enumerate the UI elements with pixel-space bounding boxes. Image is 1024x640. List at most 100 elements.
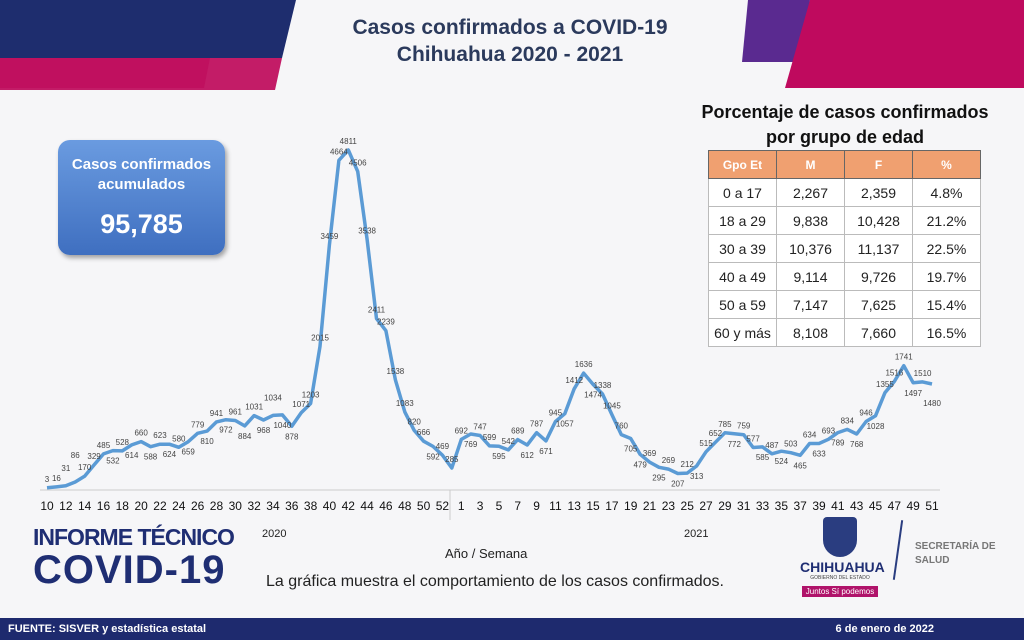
data-label: 946 [859, 409, 873, 418]
x-tick-label: 31 [737, 499, 751, 513]
x-tick-label: 17 [605, 499, 619, 513]
data-label: 759 [737, 422, 751, 431]
data-label: 599 [483, 433, 497, 442]
data-label: 532 [106, 457, 120, 466]
x-tick-label: 1 [458, 499, 465, 513]
x-tick-label: 32 [247, 499, 261, 513]
data-label: 884 [238, 432, 252, 441]
data-label: 580 [172, 434, 186, 443]
table-cell: 11,137 [844, 234, 913, 263]
title-line1: Casos confirmados a COVID-19 [352, 16, 668, 39]
data-label: 524 [775, 457, 789, 466]
x-tick-label: 5 [496, 499, 503, 513]
x-tick-label: 15 [586, 499, 600, 513]
table-cell: 7,660 [844, 318, 913, 347]
x-tick-label: 9 [533, 499, 540, 513]
data-label: 659 [182, 448, 196, 457]
x-tick-label: 14 [78, 499, 92, 513]
data-label: 789 [831, 439, 845, 448]
data-label: 834 [841, 416, 855, 425]
x-tick-label: 39 [812, 499, 826, 513]
report-date: 6 de enero de 2022 [835, 623, 934, 635]
x-tick-label: 45 [869, 499, 883, 513]
data-label: 1474 [584, 390, 602, 399]
data-label: 961 [229, 407, 243, 416]
series-line [46, 148, 933, 490]
divider [892, 520, 904, 580]
data-label: 212 [681, 460, 695, 469]
x-tick-label: 29 [718, 499, 732, 513]
shield-icon [823, 517, 857, 557]
data-label: 515 [699, 439, 713, 448]
data-label: 1028 [867, 422, 885, 431]
x-tick-label: 22 [153, 499, 167, 513]
data-label: 633 [812, 450, 826, 459]
gov-sub: GOBIERNO DEL ESTADO [810, 575, 870, 581]
table-row: 30 a 39 10,376 11,137 22.5% [708, 234, 981, 263]
data-label: 1203 [302, 390, 320, 399]
brand-line2: COVID-19 [33, 548, 226, 592]
data-label: 1516 [885, 368, 903, 377]
x-tick-label: 38 [304, 499, 318, 513]
data-label: 4811 [340, 137, 358, 146]
data-label: 528 [116, 438, 130, 447]
table-cell: 10,428 [844, 206, 913, 235]
table-cell: 22.5% [912, 234, 981, 263]
brand-line1: INFORME TÉCNICO [33, 524, 235, 550]
data-label: 705 [624, 444, 638, 453]
data-label: 595 [492, 452, 506, 461]
data-label: 1045 [603, 402, 621, 411]
data-label: 785 [718, 420, 732, 429]
x-tick-label: 19 [624, 499, 638, 513]
x-tick-label: 52 [436, 499, 450, 513]
table-cell: 21.2% [912, 206, 981, 235]
x-tick-label: 16 [97, 499, 111, 513]
table-cell: 0 a 17 [708, 178, 777, 207]
x-tick-label: 48 [398, 499, 412, 513]
data-label: 3 [45, 475, 50, 484]
table-cell: 8,108 [776, 318, 845, 347]
x-tick-label: 35 [775, 499, 789, 513]
data-label: 820 [408, 417, 422, 426]
x-tick-label: 36 [285, 499, 299, 513]
table-cell: 18 a 29 [708, 206, 777, 235]
x-tick-label: 30 [229, 499, 243, 513]
column-header: M [776, 150, 845, 179]
data-label: 945 [549, 409, 563, 418]
column-header: F [844, 150, 913, 179]
x-tick-label: 41 [831, 499, 845, 513]
data-label: 768 [850, 440, 864, 449]
age-table-title: Porcentaje de casos confirmados por grup… [701, 102, 989, 147]
data-label: 972 [219, 426, 233, 435]
x-tick-label: 33 [756, 499, 770, 513]
data-label: 1497 [904, 389, 922, 398]
x-tick-label: 37 [794, 499, 808, 513]
data-label: 623 [153, 431, 167, 440]
header-decoration [0, 0, 1024, 90]
data-label: 1040 [273, 421, 291, 430]
x-tick-label: 34 [266, 499, 280, 513]
table-cell: 7,625 [844, 290, 913, 319]
x-tick-label: 51 [925, 499, 939, 513]
data-label: 666 [417, 428, 431, 437]
data-label: 692 [455, 426, 469, 435]
data-label: 503 [784, 440, 798, 449]
data-label: 4506 [349, 158, 367, 167]
data-label: 1510 [914, 369, 932, 378]
data-label: 479 [633, 460, 647, 469]
data-label: 612 [520, 451, 534, 460]
x-tick-label: 43 [850, 499, 864, 513]
data-label: 487 [765, 441, 779, 450]
x-tick-label: 23 [662, 499, 676, 513]
data-label: 1338 [594, 381, 612, 390]
table-cell: 2,267 [776, 178, 845, 207]
table-cell: 4.8% [912, 178, 981, 207]
table-cell: 9,838 [776, 206, 845, 235]
data-label: 1034 [264, 393, 282, 402]
gov-name: CHIHUAHUA [800, 559, 885, 575]
data-label: 3538 [358, 226, 376, 235]
data-label: 1480 [923, 399, 941, 408]
table-cell: 19.7% [912, 262, 981, 291]
cases-line-chart: 3101631128617014329485165325281861466020… [40, 137, 941, 520]
year-label-2021: 2021 [684, 528, 709, 540]
